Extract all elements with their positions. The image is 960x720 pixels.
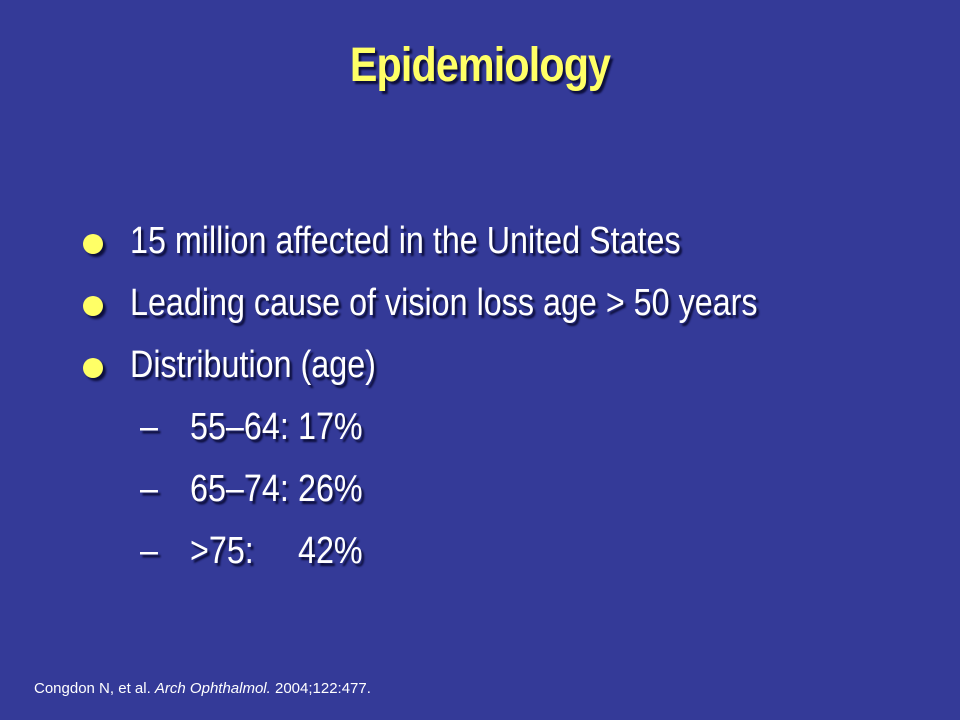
- age-range: >75:: [190, 530, 254, 572]
- bullet-item: Distribution (age): [80, 344, 900, 406]
- bullet-text: Leading cause of vision loss age > 50 ye…: [130, 282, 758, 324]
- slide-title: Epidemiology: [349, 39, 611, 92]
- age-percent: 17%: [298, 406, 363, 448]
- bullet-text: 15 million affected in the United States: [130, 220, 681, 262]
- bullet-list: 15 million affected in the United States…: [80, 220, 900, 592]
- dash-marker: –: [140, 468, 158, 510]
- distribution-row: – 55–64: 17%: [80, 406, 900, 468]
- bullet-dot-icon: [83, 296, 103, 316]
- age-range: 55–64:: [190, 406, 289, 448]
- citation-journal: Arch Ophthalmol.: [154, 680, 271, 697]
- age-percent: 26%: [298, 468, 363, 510]
- bullet-text: Distribution (age): [130, 344, 376, 386]
- citation-details: 2004;122:477.: [274, 680, 371, 697]
- distribution-row: – >75: 42%: [80, 530, 900, 592]
- bullet-item: 15 million affected in the United States: [80, 220, 900, 282]
- distribution-row: – 65–74: 26%: [80, 468, 900, 530]
- age-range: 65–74:: [190, 468, 289, 510]
- citation-authors: Congdon N, et al.: [34, 680, 151, 697]
- bullet-dot-icon: [83, 234, 103, 254]
- bullet-dot-icon: [83, 358, 103, 378]
- dash-marker: –: [140, 406, 158, 448]
- dash-marker: –: [140, 530, 158, 572]
- bullet-item: Leading cause of vision loss age > 50 ye…: [80, 282, 900, 344]
- citation: Congdon N, et al. Arch Ophthalmol. 2004;…: [34, 680, 371, 697]
- age-percent: 42%: [298, 530, 363, 572]
